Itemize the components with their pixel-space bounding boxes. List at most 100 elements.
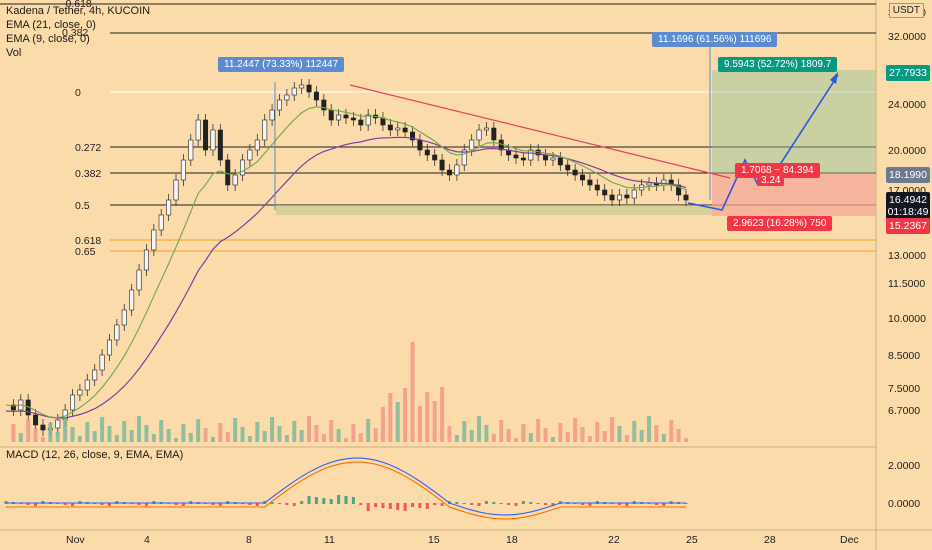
macd-histogram-bar: [344, 496, 348, 504]
fib-level-label: -0.618: [62, 0, 92, 10]
candle-body: [580, 174, 586, 181]
candle-body: [210, 129, 216, 151]
fib-level-label: 0.65: [75, 246, 96, 258]
macd-histogram-bar: [351, 497, 355, 504]
volume-bar: [425, 392, 430, 442]
macd-histogram-bar: [329, 499, 333, 504]
volume-bar: [462, 421, 467, 442]
candle-body: [439, 159, 445, 171]
macd-histogram-bar: [381, 503, 385, 508]
target-label[interactable]: 9.5943 (52.72%) 1809.7: [718, 57, 838, 72]
volume-bar: [639, 430, 644, 442]
candle-body: [365, 114, 371, 126]
macd-histogram-bar: [359, 503, 363, 505]
price-badge-entry: 18.1990: [886, 167, 930, 183]
volume-bar: [284, 435, 289, 442]
macd-line: [6, 457, 686, 516]
volume-bar: [181, 424, 186, 442]
candle-body: [565, 164, 571, 171]
candle-body: [476, 129, 482, 141]
time-tick-label: 8: [246, 534, 252, 546]
macd-histogram-bar: [277, 503, 281, 504]
volume-bar: [632, 421, 637, 442]
volume-bar: [610, 417, 615, 442]
volume-bar: [506, 429, 511, 442]
profit-zone: [712, 70, 876, 174]
price-tick-label: 8.5000: [888, 350, 920, 362]
indicator-ema9[interactable]: EMA (9, close, 0): [6, 33, 90, 45]
volume-bar: [299, 430, 304, 442]
volume-bar: [587, 436, 592, 442]
macd-histogram-bar: [440, 503, 444, 506]
volume-bar: [114, 435, 119, 442]
candle-body: [646, 182, 652, 186]
measure-label-2[interactable]: 11.1696 (61.56%) 111696: [652, 32, 778, 47]
candle-body: [143, 249, 149, 271]
volume-bar: [166, 429, 171, 442]
candle-body: [33, 414, 39, 426]
stop-label[interactable]: 2.9623 (16.28%) 750: [727, 216, 833, 231]
candle-body: [594, 184, 600, 191]
candle-body: [84, 379, 90, 391]
macd-legend: MACD (12, 26, close, 9, EMA, EMA): [6, 449, 184, 461]
candle-body: [483, 127, 489, 131]
volume-bar: [122, 421, 127, 442]
volume-bar: [262, 431, 267, 442]
candle-body: [240, 159, 246, 176]
candle-body: [166, 199, 172, 216]
support-zone: [276, 205, 712, 215]
currency-badge[interactable]: USDT: [888, 3, 924, 18]
volume-bar: [580, 427, 585, 442]
candle-body: [180, 159, 186, 181]
macd-histogram-bar: [248, 503, 252, 505]
time-tick-label: 4: [144, 534, 150, 546]
candle-body: [557, 157, 563, 166]
volume-bar: [373, 428, 378, 442]
macd-histogram-bar: [484, 501, 488, 504]
macd-histogram-bar: [529, 502, 533, 504]
volume-bar: [55, 432, 60, 442]
candle-body: [114, 324, 120, 341]
indicator-vol[interactable]: Vol: [6, 47, 22, 59]
volume-bar: [92, 431, 97, 442]
candle-body: [158, 214, 164, 231]
volume-bar: [159, 420, 164, 442]
risk-reward-label[interactable]: 1.7068 ~ 84.394: [735, 163, 820, 178]
volume-bar: [550, 437, 555, 442]
volume-bar: [654, 425, 659, 442]
volume-bar: [174, 438, 178, 442]
risk-reward-ratio[interactable]: 3.24: [757, 175, 785, 186]
candle-body: [572, 169, 578, 176]
macd-histogram-bar: [433, 503, 437, 505]
macd-histogram-bar: [63, 503, 67, 505]
candle-body: [469, 139, 475, 151]
volume-bar: [351, 424, 356, 442]
volume-bar: [203, 428, 208, 442]
indicator-ema21[interactable]: EMA (21, close, 0): [6, 19, 96, 31]
volume-bar: [255, 422, 260, 442]
macd-histogram-bar: [455, 502, 459, 504]
macd-histogram-bar: [492, 502, 496, 504]
ema9-line: [5, 106, 687, 419]
macd-histogram-bar: [654, 503, 658, 505]
volume-bar: [484, 425, 489, 442]
price-tick-label: 7.5000: [888, 383, 920, 395]
time-tick-label: Nov: [66, 534, 85, 546]
volume-bar: [40, 437, 45, 442]
volume-bar: [321, 434, 326, 442]
volume-bar: [403, 388, 408, 442]
candle-body: [624, 194, 630, 199]
candle-body: [609, 194, 615, 201]
volume-bar: [617, 426, 622, 442]
fib-level-label: 0: [75, 87, 81, 99]
volume-bar: [669, 420, 674, 442]
macd-histogram-bar: [34, 503, 38, 506]
candle-body: [350, 117, 356, 121]
measure-label-1[interactable]: 11.2447 (73.33%) 112447: [218, 57, 345, 72]
price-tick-label: 32.0000: [888, 31, 926, 43]
macd-histogram-bar: [551, 503, 555, 506]
macd-histogram-bar: [211, 503, 215, 505]
macd-histogram-bar: [499, 503, 503, 504]
macd-histogram-bar: [307, 496, 311, 504]
